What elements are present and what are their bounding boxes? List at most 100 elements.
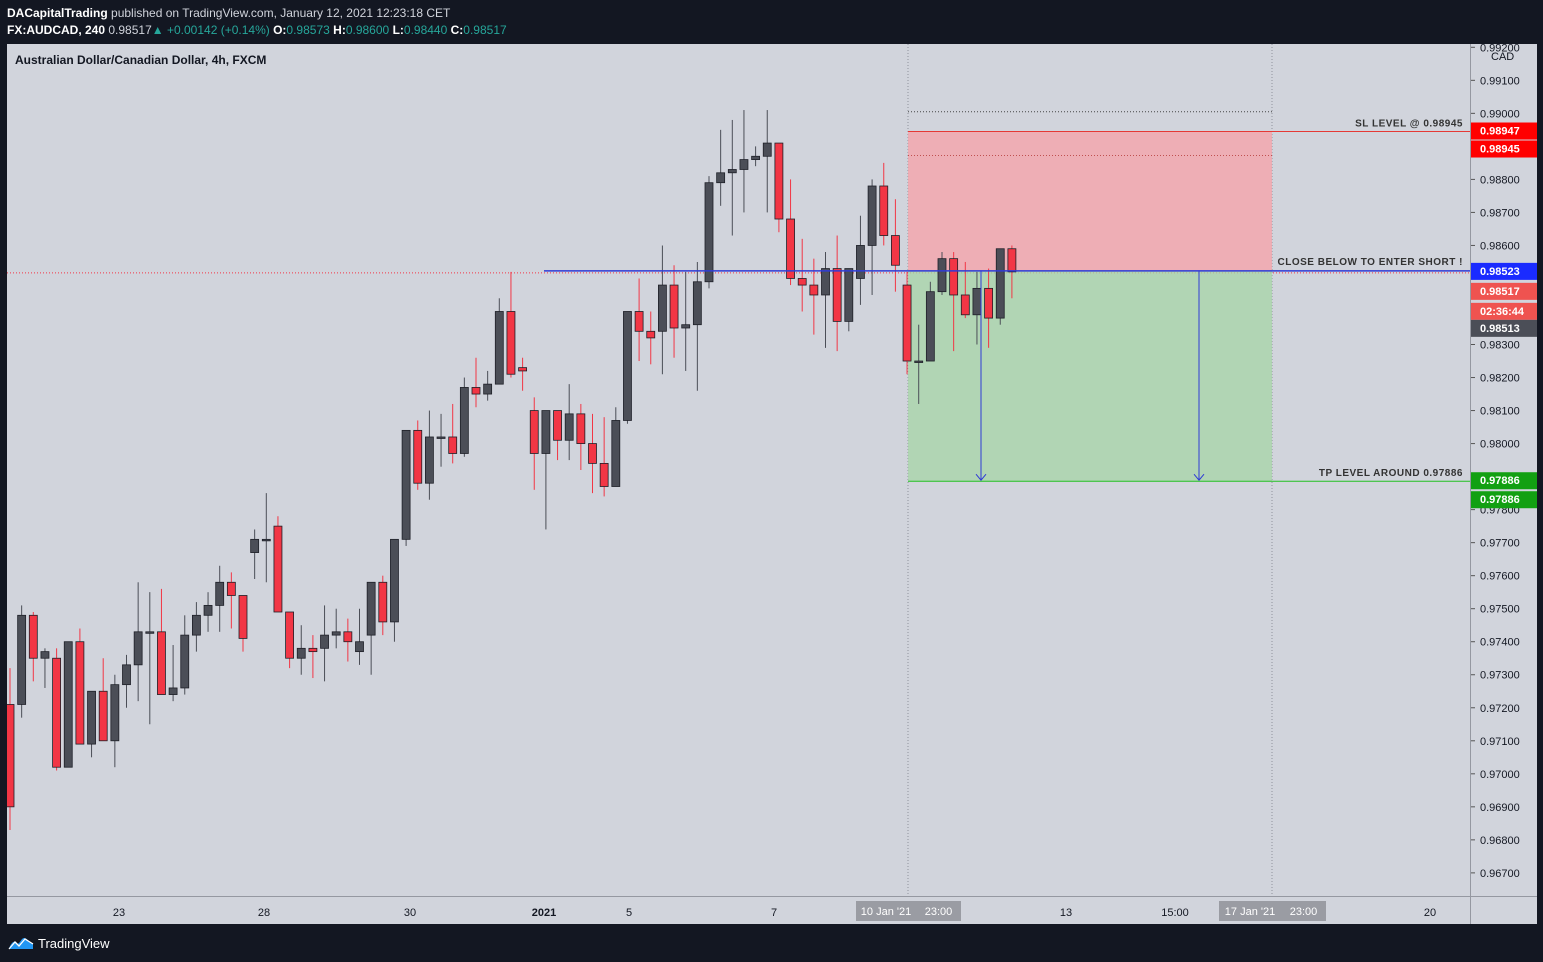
candle-body bbox=[611, 420, 621, 487]
candle-body bbox=[28, 614, 38, 659]
time-tick-label: 23 bbox=[113, 907, 125, 919]
candle bbox=[28, 612, 38, 682]
time-axis-svg: 232830202157111315:00182010 Jan '2123:00… bbox=[113, 901, 1436, 921]
candle-body bbox=[518, 367, 528, 372]
candle-body bbox=[972, 287, 982, 316]
candle bbox=[658, 245, 667, 375]
candle bbox=[471, 357, 481, 408]
candle bbox=[902, 271, 912, 375]
close-value: 0.98517 bbox=[463, 23, 507, 37]
candle-body bbox=[1007, 248, 1017, 273]
candle-body bbox=[891, 235, 900, 266]
candle-body bbox=[797, 278, 807, 286]
low-value: 0.98440 bbox=[403, 23, 448, 37]
candle-body bbox=[261, 538, 271, 542]
candle bbox=[727, 119, 737, 236]
time-axis[interactable]: 232830202157111315:00182010 Jan '2123:00… bbox=[7, 896, 1470, 925]
candle bbox=[611, 407, 621, 487]
candle-body bbox=[692, 281, 702, 326]
tp-price-tag-text: 0.97886 bbox=[1480, 494, 1520, 506]
candle-body bbox=[98, 690, 108, 742]
candle bbox=[599, 417, 609, 497]
published-text: published on TradingView.com, January 12… bbox=[111, 6, 451, 20]
price-tick-label: 0.97200 bbox=[1480, 703, 1520, 715]
candle bbox=[250, 529, 260, 579]
candle bbox=[296, 625, 306, 675]
time-tick-label: 5 bbox=[626, 907, 632, 919]
candle-body bbox=[646, 330, 656, 339]
sl-price-tag-top-text: 0.98947 bbox=[1480, 126, 1520, 138]
candle bbox=[203, 592, 213, 632]
candle-body bbox=[203, 604, 213, 616]
candle-body bbox=[308, 647, 318, 653]
candle-body bbox=[168, 687, 178, 695]
candle-body bbox=[809, 284, 819, 296]
candle bbox=[832, 235, 842, 352]
candle bbox=[588, 413, 597, 494]
candle-body bbox=[343, 631, 353, 643]
candle-body bbox=[704, 182, 714, 283]
candle-body bbox=[448, 436, 458, 454]
candle-body bbox=[995, 248, 1005, 319]
open-value: 0.98573 bbox=[286, 23, 330, 37]
candle bbox=[681, 271, 691, 371]
arrow-head bbox=[1193, 473, 1205, 482]
candle-body bbox=[413, 429, 423, 484]
candle bbox=[17, 605, 27, 718]
currency-label: CAD bbox=[1491, 51, 1515, 63]
candle bbox=[716, 129, 726, 206]
candle bbox=[308, 635, 318, 679]
candle bbox=[821, 252, 830, 348]
price-chart[interactable]: SL LEVEL @ 0.98945 CLOSE BELOW TO ENTER S… bbox=[7, 44, 1470, 896]
candle bbox=[786, 179, 795, 286]
candle bbox=[914, 324, 924, 404]
candle-body bbox=[844, 268, 854, 322]
candle bbox=[506, 271, 516, 378]
publish-info: DACapitalTrading published on TradingVie… bbox=[7, 6, 450, 20]
price-tick-label: 0.98100 bbox=[1480, 406, 1520, 418]
candle bbox=[424, 410, 434, 500]
candle bbox=[459, 377, 469, 457]
time-tick-label: 30 bbox=[404, 907, 416, 919]
candle-body bbox=[122, 664, 131, 686]
candle bbox=[646, 311, 656, 365]
tradingview-brand[interactable]: TradingView bbox=[8, 934, 110, 952]
candle-body bbox=[669, 284, 679, 329]
current-price-tag-text: 0.98517 bbox=[1480, 286, 1520, 298]
current-price-tag-bg bbox=[1471, 282, 1537, 300]
candle-body bbox=[238, 595, 248, 639]
candle bbox=[191, 602, 201, 652]
candle bbox=[238, 595, 248, 652]
time-tick-label: 20 bbox=[1424, 907, 1436, 919]
price-axis[interactable]: 0.99200 0.99100 0.99000 0.98800 0.98700 0.986… bbox=[1470, 44, 1537, 896]
candle-body bbox=[133, 631, 143, 666]
gray-price-tag: 0.98513 bbox=[1471, 319, 1537, 337]
candle-body bbox=[623, 311, 632, 421]
candle bbox=[751, 146, 760, 167]
candle bbox=[494, 298, 504, 385]
candle bbox=[180, 615, 190, 695]
low-label: L: bbox=[392, 23, 404, 37]
author-name: DACapitalTrading bbox=[7, 6, 108, 20]
candle-body bbox=[832, 268, 842, 322]
tp-price-tag: 0.97886 bbox=[1471, 491, 1537, 509]
candle bbox=[122, 654, 131, 708]
price-tick-label: 0.98000 bbox=[1480, 439, 1520, 451]
candle-body bbox=[856, 245, 865, 279]
candle-body bbox=[157, 631, 166, 695]
candle-body bbox=[879, 185, 889, 236]
tp-price-tag-top-text: 0.97886 bbox=[1480, 475, 1520, 487]
candle bbox=[576, 403, 586, 470]
candle bbox=[844, 268, 854, 332]
candle-body bbox=[658, 284, 667, 332]
up-arrow-icon: ▲ bbox=[151, 23, 164, 37]
session-end-date-tag: 17 Jan '21 bbox=[1219, 901, 1281, 921]
candle-body bbox=[320, 634, 329, 649]
candle bbox=[541, 410, 551, 530]
chart-pane[interactable]: SL LEVEL @ 0.98945 CLOSE BELOW TO ENTER S… bbox=[7, 44, 1470, 896]
price-tick-label: 0.97600 bbox=[1480, 571, 1520, 583]
candle bbox=[390, 538, 399, 642]
entry-price-tag: 0.98523 bbox=[1471, 262, 1537, 280]
candle-body bbox=[762, 142, 772, 157]
candle bbox=[995, 248, 1005, 325]
